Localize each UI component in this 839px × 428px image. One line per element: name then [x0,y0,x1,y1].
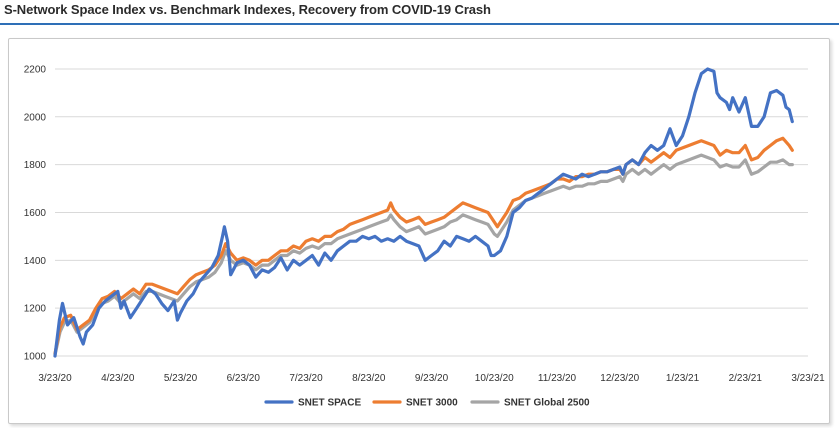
series-line-snet-3000 [53,136,794,356]
x-tick-label: 5/23/20 [164,373,198,384]
y-axis-ticks: 1000 1200 1400 1600 1800 2000 2200 [24,64,47,362]
series-lines [53,67,794,358]
x-tick-label: 7/23/20 [289,373,323,384]
x-tick-label: 1/23/21 [666,373,700,384]
legend: SNET SPACE SNET 3000 SNET Global 2500 [264,398,590,409]
y-tick-label: 1400 [24,256,47,267]
y-tick-label: 1600 [24,208,47,219]
x-tick-label: 3/23/20 [38,373,72,384]
y-tick-label: 1000 [24,352,47,363]
x-tick-label: 2/23/21 [729,373,763,384]
x-tick-label: 6/23/20 [227,373,261,384]
x-tick-label: 3/23/21 [791,373,825,384]
x-tick-label: 10/23/20 [475,373,514,384]
y-tick-label: 2200 [24,64,47,75]
chart-title: S-Network Space Index vs. Benchmark Inde… [4,2,491,17]
legend-label: SNET Global 2500 [504,398,590,409]
x-tick-label: 11/23/20 [538,373,577,384]
x-tick-label: 12/23/20 [600,373,639,384]
chart-frame [8,38,830,424]
y-tick-label: 1800 [24,160,47,171]
gridlines [55,68,808,357]
series-line-snet-global-2500 [53,153,794,357]
x-tick-label: 4/23/20 [101,373,135,384]
title-divider [0,23,839,25]
y-tick-label: 2000 [24,112,47,123]
legend-label: SNET SPACE [298,398,361,409]
legend-label: SNET 3000 [406,398,458,409]
x-tick-label: 9/23/20 [415,373,449,384]
x-axis-ticks: 3/23/20 4/23/20 5/23/20 6/23/20 7/23/20 8/23/… [38,373,825,384]
x-tick-label: 8/23/20 [352,373,386,384]
series-line-snet-space [53,67,794,358]
y-tick-label: 1200 [24,304,47,315]
